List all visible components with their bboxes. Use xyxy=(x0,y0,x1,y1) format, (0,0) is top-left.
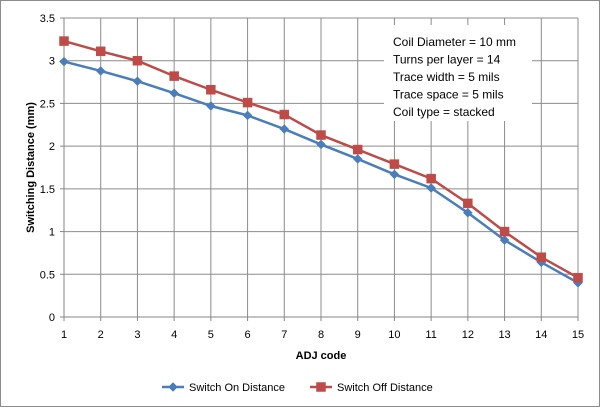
data-point xyxy=(279,109,290,120)
x-tick-label: 6 xyxy=(245,329,251,341)
y-tick-label: 2.5 xyxy=(40,98,55,110)
x-tick-label: 10 xyxy=(388,329,400,341)
x-tick-label: 14 xyxy=(535,329,547,341)
annotation-line: Coil Diameter = 10 mm xyxy=(393,35,516,49)
annotation-line: Turns per layer = 14 xyxy=(393,53,501,67)
x-tick-label: 9 xyxy=(355,329,361,341)
y-tick-label: 3 xyxy=(49,56,55,68)
y-tick-label: 1 xyxy=(49,227,55,239)
data-point xyxy=(279,124,290,134)
data-point xyxy=(132,76,143,87)
y-tick-label: 0 xyxy=(49,312,55,324)
data-point xyxy=(242,97,253,108)
y-tick-label: 0.5 xyxy=(40,269,55,281)
data-point xyxy=(242,110,253,121)
data-point xyxy=(132,55,143,66)
x-tick-label: 12 xyxy=(462,329,474,341)
data-point xyxy=(206,85,216,95)
x-tick-label: 11 xyxy=(425,329,436,341)
data-point xyxy=(59,36,69,46)
data-point xyxy=(316,139,326,150)
x-tick-label: 7 xyxy=(281,329,287,341)
data-point xyxy=(352,144,363,155)
data-point xyxy=(389,169,400,180)
data-point xyxy=(463,198,473,209)
axes xyxy=(60,17,579,321)
annotation-line: Trace width = 5 mils xyxy=(393,70,500,84)
x-tick-label: 4 xyxy=(171,329,177,341)
data-point xyxy=(352,154,363,164)
data-point xyxy=(169,71,179,81)
x-tick-label: 3 xyxy=(134,329,140,341)
data-point xyxy=(426,183,436,193)
x-tick-label: 13 xyxy=(498,329,510,341)
x-tick-label: 5 xyxy=(208,329,214,341)
y-tick-labels: 0 0.5 1 1.5 2 2.5 3 3.5 xyxy=(40,13,55,324)
series-2 xyxy=(59,36,583,283)
series-layer xyxy=(59,36,583,288)
data-point xyxy=(426,173,436,184)
data-point xyxy=(463,207,473,218)
data-point xyxy=(499,226,510,237)
data-point xyxy=(389,159,400,169)
data-point xyxy=(206,101,216,111)
data-point xyxy=(95,66,106,76)
legend-marker xyxy=(168,382,178,392)
data-point xyxy=(95,46,106,57)
gridlines xyxy=(64,17,579,317)
annotation-line: Coil type = stacked xyxy=(393,105,495,119)
legend-marker xyxy=(316,382,326,392)
annotation-box: Coil Diameter = 10 mm Turns per layer = 1… xyxy=(384,25,532,121)
x-tick-label: 1 xyxy=(61,329,67,341)
x-tick-labels: 1 2 3 4 5 6 7 8 9 10 11 12 13 14 15 xyxy=(61,329,584,341)
x-axis-title: ADJ code xyxy=(296,350,347,362)
legend-item-1: Switch On Distance xyxy=(162,382,285,394)
legend: Switch On Distance Switch Off Distance xyxy=(162,382,433,394)
legend-label: Switch On Distance xyxy=(189,382,285,394)
annotation-line: Trace space = 5 mils xyxy=(393,88,504,102)
y-axis-title: Switching Distance (mm) xyxy=(25,102,37,233)
data-point xyxy=(499,235,510,245)
x-tick-label: 8 xyxy=(318,329,324,341)
y-tick-label: 2 xyxy=(49,141,55,153)
data-point xyxy=(573,272,583,283)
x-tick-label: 15 xyxy=(572,329,584,341)
y-tick-label: 3.5 xyxy=(40,13,55,25)
data-point xyxy=(316,130,326,140)
data-point xyxy=(169,88,179,99)
data-point xyxy=(59,56,69,67)
annotation-background xyxy=(384,25,532,121)
legend-label: Switch Off Distance xyxy=(337,382,433,394)
y-tick-label: 1.5 xyxy=(40,184,55,196)
data-point xyxy=(536,252,547,262)
x-tick-label: 2 xyxy=(98,329,104,341)
legend-item-2: Switch Off Distance xyxy=(310,382,433,394)
